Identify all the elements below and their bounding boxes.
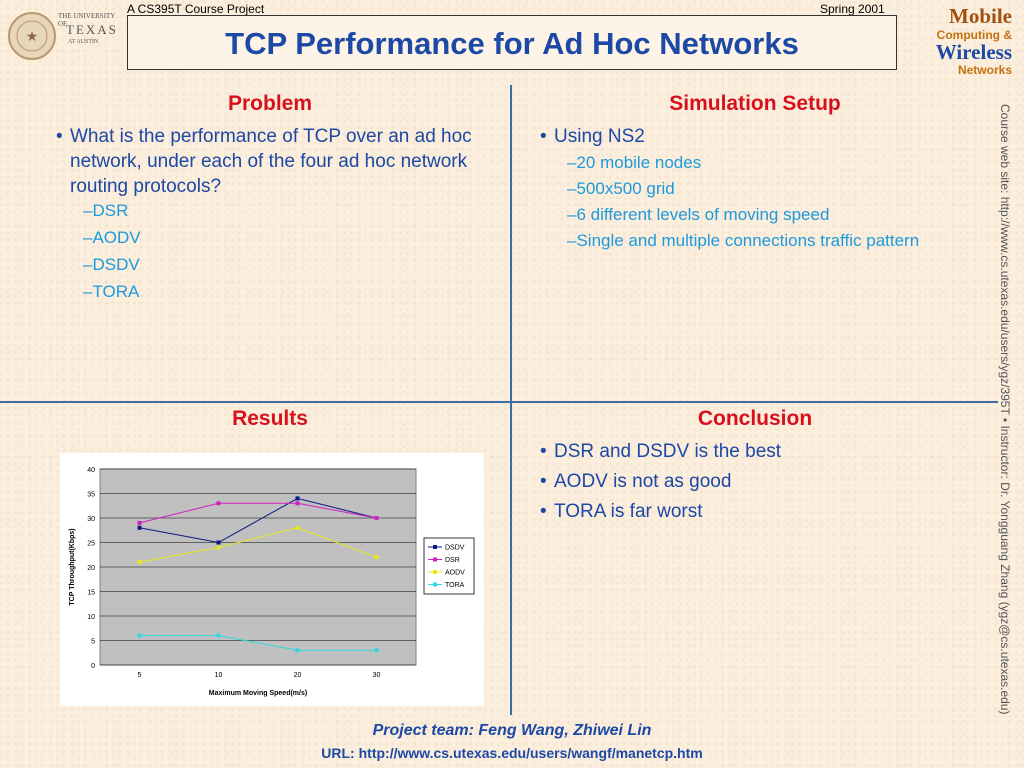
data-point-aodv xyxy=(374,555,379,560)
x-tick-label: 30 xyxy=(373,672,381,679)
vertical-divider xyxy=(510,85,512,715)
y-axis-label: TCP Throughput(Kbps) xyxy=(69,528,76,605)
conclusion-bullet-text: AODV is not as good xyxy=(554,471,732,492)
page-title: TCP Performance for Ad Hoc Networks xyxy=(225,26,799,61)
problem-bullet-text: What is the performance of TCP over an a… xyxy=(70,126,472,197)
y-tick-label: 35 xyxy=(87,492,95,499)
data-point-aodv xyxy=(216,545,221,550)
x-axis-label: Maximum Moving Speed(m/s) xyxy=(209,690,307,697)
data-point-aodv xyxy=(137,560,142,565)
conclusion-bullet-text: DSR and DSDV is the best xyxy=(554,441,782,462)
simulation-sub-nodes: –20 mobile nodes xyxy=(567,153,702,172)
series-line-tora xyxy=(139,635,377,651)
simulation-heading: Simulation Setup xyxy=(669,92,841,115)
title-box xyxy=(127,15,897,70)
project-url: URL: http://www.cs.utexas.edu/users/wang… xyxy=(321,745,703,761)
conclusion-bullet-3: • TORA is far worst xyxy=(540,499,703,524)
legend-marker xyxy=(433,582,437,587)
legend-label: DSR xyxy=(445,557,460,564)
data-point-dsdv xyxy=(295,496,300,501)
bullet-dot: • xyxy=(540,126,547,147)
bullet-dot: • xyxy=(540,441,547,462)
project-team: Project team: Feng Wang, Zhiwei Lin xyxy=(372,722,652,739)
problem-sub-dsr: –DSR xyxy=(83,201,129,220)
series-line-dsr xyxy=(139,502,377,524)
y-tick-label: 10 xyxy=(87,614,95,621)
data-point-tora xyxy=(216,633,221,638)
problem-bullet: • What is the performance of TCP over an … xyxy=(56,124,496,199)
legend-marker xyxy=(433,570,437,574)
data-point-tora xyxy=(374,648,379,653)
data-point-dsr xyxy=(374,516,379,520)
y-tick-label: 40 xyxy=(87,467,95,474)
x-tick-label: 10 xyxy=(215,672,223,679)
simulation-bullet-text: Using NS2 xyxy=(554,126,645,147)
bullet-dot: • xyxy=(540,501,547,522)
data-point-dsr xyxy=(137,520,142,525)
mcw-logo-networks: Networks xyxy=(957,63,1012,77)
problem-heading: Problem xyxy=(227,92,313,115)
series-line-dsdv xyxy=(139,497,377,544)
ut-logo-line2: TEXAS xyxy=(66,22,118,37)
series-line-aodv xyxy=(139,527,377,563)
data-point-dsdv xyxy=(216,540,221,545)
y-tick-label: 0 xyxy=(91,663,95,670)
ut-logo: ★ THE UNIVERSITY OF TEXAS AT AUSTIN xyxy=(6,2,116,72)
data-point-dsr xyxy=(295,501,300,506)
simulation-sub-grid: –500x500 grid xyxy=(567,179,675,198)
y-tick-label: 25 xyxy=(87,541,95,548)
mcw-logo: Mobile Computing & Wireless Networks xyxy=(902,2,1020,78)
y-tick-label: 30 xyxy=(87,516,95,523)
mcw-logo-wireless: Wireless xyxy=(935,40,1012,64)
y-tick-label: 15 xyxy=(87,590,95,597)
legend-label: TORA xyxy=(445,582,465,589)
data-point-tora xyxy=(137,633,142,638)
data-point-dsr xyxy=(216,501,221,506)
problem-sub-tora: –TORA xyxy=(83,282,140,301)
data-point-aodv xyxy=(295,525,300,530)
results-heading: Results xyxy=(232,407,308,430)
mcw-logo-computing: Computing & xyxy=(936,28,1012,42)
chart-svg: 0 5 10 15 20 25 30 35 40 5 10 20 30 Maximum Moving Sp… xyxy=(69,467,475,697)
simulation-sub-speed: –6 different levels of moving speed xyxy=(567,205,830,224)
ut-logo-line1: THE UNIVERSITY OF xyxy=(58,12,116,28)
conclusion-heading: Conclusion xyxy=(697,407,813,430)
svg-text:★: ★ xyxy=(26,30,39,45)
simulation-bullet: • Using NS2 xyxy=(540,124,645,149)
legend-label: DSDV xyxy=(445,545,465,552)
conclusion-bullet-2: • AODV is not as good xyxy=(540,469,731,494)
results-chart: 0 5 10 15 20 25 30 35 40 5 10 20 30 Maximum Moving Sp… xyxy=(60,453,484,706)
problem-sub-aodv: –AODV xyxy=(83,228,141,247)
data-point-dsdv xyxy=(137,525,142,530)
problem-sub-dsdv: –DSDV xyxy=(83,255,140,274)
x-tick-label: 20 xyxy=(294,672,302,679)
bullet-dot: • xyxy=(56,126,63,147)
legend-label: AODV xyxy=(445,570,465,577)
horizontal-divider xyxy=(0,401,998,403)
conclusion-bullet-text: TORA is far worst xyxy=(554,501,703,522)
data-point-tora xyxy=(295,648,300,653)
legend-marker xyxy=(433,545,437,549)
bullet-dot: • xyxy=(540,471,547,492)
term-label: Spring 2001 xyxy=(820,2,885,16)
side-info-text: Course web site: http://www.cs.utexas.ed… xyxy=(998,104,1012,715)
x-tick-label: 5 xyxy=(138,672,142,679)
y-tick-label: 5 xyxy=(91,639,95,646)
simulation-sub-traffic: –Single and multiple connections traffic… xyxy=(567,231,920,250)
course-label: A CS395T Course Project xyxy=(127,2,265,16)
y-tick-label: 20 xyxy=(87,565,95,572)
legend-marker xyxy=(433,557,437,562)
conclusion-bullet-1: • DSR and DSDV is the best xyxy=(540,439,781,464)
ut-logo-line3: AT AUSTIN xyxy=(68,39,99,45)
mcw-logo-mobile: Mobile xyxy=(949,4,1012,28)
